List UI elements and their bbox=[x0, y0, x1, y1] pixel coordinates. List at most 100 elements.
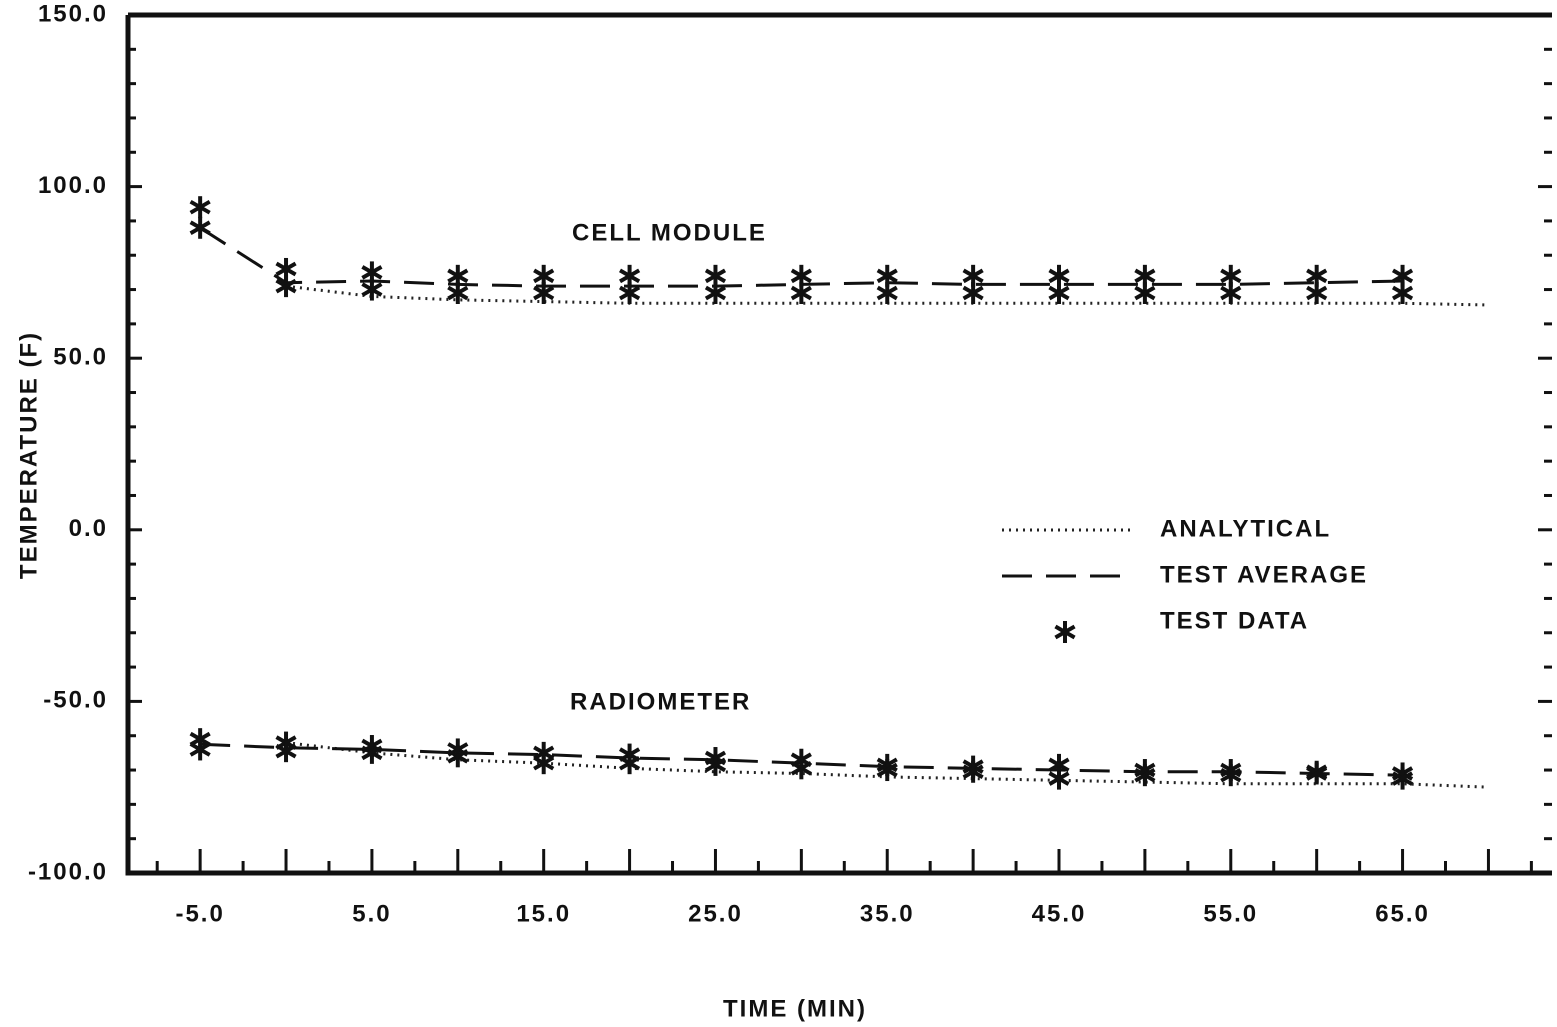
x-tick-label: 55.0 bbox=[1203, 900, 1258, 927]
legend-label: ANALYTICAL bbox=[1160, 515, 1331, 542]
y-tick-label: -100.0 bbox=[28, 858, 108, 885]
dotted-line bbox=[285, 284, 1489, 307]
star-stroke bbox=[1306, 285, 1328, 301]
test-data-star bbox=[189, 196, 211, 219]
star-stroke bbox=[704, 268, 727, 284]
star-stroke bbox=[1134, 285, 1156, 301]
test-data-star bbox=[1134, 764, 1156, 787]
test-data-star bbox=[447, 281, 469, 304]
x-tick-label: 15.0 bbox=[516, 900, 571, 927]
star-stroke bbox=[1220, 767, 1242, 783]
star-stroke bbox=[790, 268, 812, 284]
star-stroke bbox=[275, 278, 297, 294]
y-axis-label: TEMPERATURE (F) bbox=[15, 331, 42, 579]
star-stroke bbox=[876, 762, 898, 778]
legend-label: TEST DATA bbox=[1160, 607, 1309, 634]
star-stroke bbox=[189, 220, 211, 236]
test-data-star bbox=[704, 753, 727, 776]
x-tick-label: -5.0 bbox=[175, 900, 224, 927]
star-stroke bbox=[361, 745, 383, 761]
test-data-star bbox=[1134, 281, 1156, 304]
star-stroke bbox=[1391, 285, 1414, 301]
test-data-star bbox=[619, 281, 641, 304]
star-stroke bbox=[962, 268, 984, 284]
test-data-star bbox=[962, 760, 984, 783]
x-tick-label: 35.0 bbox=[860, 900, 915, 927]
star-stroke bbox=[962, 764, 984, 779]
star-stroke bbox=[1048, 268, 1070, 284]
star-stroke bbox=[275, 261, 297, 277]
star-stroke bbox=[1054, 624, 1076, 640]
test-data-star bbox=[1048, 767, 1070, 790]
star-stroke bbox=[361, 282, 383, 297]
star-stroke bbox=[1220, 285, 1242, 301]
test-data-star bbox=[189, 216, 211, 239]
x-axis-label: TIME (MIN) bbox=[723, 995, 867, 1022]
test-data-star bbox=[876, 281, 898, 304]
star-stroke bbox=[1306, 268, 1328, 284]
test-data-star bbox=[275, 740, 297, 763]
star-stroke bbox=[1048, 757, 1070, 773]
star-stroke bbox=[1134, 268, 1156, 284]
x-tick-label: 5.0 bbox=[352, 900, 391, 927]
star-stroke bbox=[619, 268, 641, 284]
test-data-star bbox=[275, 275, 297, 298]
x-tick-label: 45.0 bbox=[1032, 900, 1087, 927]
star-stroke bbox=[1306, 766, 1328, 781]
legend-label: TEST AVERAGE bbox=[1160, 561, 1368, 588]
group-label: RADIOMETER bbox=[570, 688, 751, 715]
star-stroke bbox=[876, 268, 898, 284]
star-stroke bbox=[790, 285, 812, 301]
test-data-star bbox=[533, 281, 555, 304]
y-tick-label: 100.0 bbox=[38, 172, 108, 199]
x-tick-label: 25.0 bbox=[688, 900, 743, 927]
star-stroke bbox=[1220, 268, 1242, 284]
test-data-star bbox=[1054, 621, 1076, 643]
star-stroke bbox=[1391, 268, 1414, 284]
star-stroke bbox=[361, 265, 383, 280]
y-tick-label: -50.0 bbox=[43, 687, 108, 714]
group-label: CELL MODULE bbox=[572, 219, 767, 246]
star-stroke bbox=[1391, 771, 1414, 786]
test-data-star bbox=[1306, 281, 1328, 304]
test-data-star bbox=[619, 752, 641, 775]
test-data-star bbox=[876, 759, 898, 782]
test-data-star bbox=[189, 738, 211, 761]
star-stroke bbox=[704, 285, 727, 301]
star-stroke bbox=[1048, 771, 1070, 786]
test-data-star bbox=[361, 741, 383, 764]
test-data-star bbox=[1048, 281, 1070, 304]
star-stroke bbox=[189, 199, 211, 215]
test-data-star bbox=[790, 757, 812, 780]
star-stroke bbox=[447, 285, 469, 301]
star-stroke bbox=[1048, 285, 1070, 301]
test-data-star bbox=[1306, 762, 1328, 785]
plot-frame bbox=[125, 12, 1552, 876]
star-stroke bbox=[275, 743, 297, 759]
star-stroke bbox=[1134, 767, 1156, 783]
test-data-star bbox=[790, 281, 812, 304]
star-stroke bbox=[962, 285, 984, 301]
star-stroke bbox=[533, 268, 555, 284]
star-stroke bbox=[619, 285, 641, 301]
star-stroke bbox=[790, 761, 812, 776]
star-stroke bbox=[533, 755, 555, 771]
star-stroke bbox=[704, 757, 727, 773]
y-tick-label: 0.0 bbox=[69, 515, 108, 542]
x-tick-label: 65.0 bbox=[1375, 900, 1430, 927]
test-data-star bbox=[962, 281, 984, 304]
star-stroke bbox=[619, 755, 641, 771]
star-stroke bbox=[533, 285, 555, 301]
test-data-star bbox=[1220, 281, 1242, 304]
y-tick-label: 50.0 bbox=[53, 344, 108, 371]
star-stroke bbox=[447, 268, 469, 284]
star-stroke bbox=[876, 285, 898, 301]
test-data-star bbox=[447, 745, 469, 768]
test-data-star bbox=[1391, 767, 1414, 790]
test-data-star bbox=[704, 281, 727, 304]
test-data-star bbox=[1220, 764, 1242, 787]
y-tick-label: 150.0 bbox=[38, 0, 108, 27]
star-stroke bbox=[447, 749, 469, 764]
star-stroke bbox=[189, 742, 211, 757]
